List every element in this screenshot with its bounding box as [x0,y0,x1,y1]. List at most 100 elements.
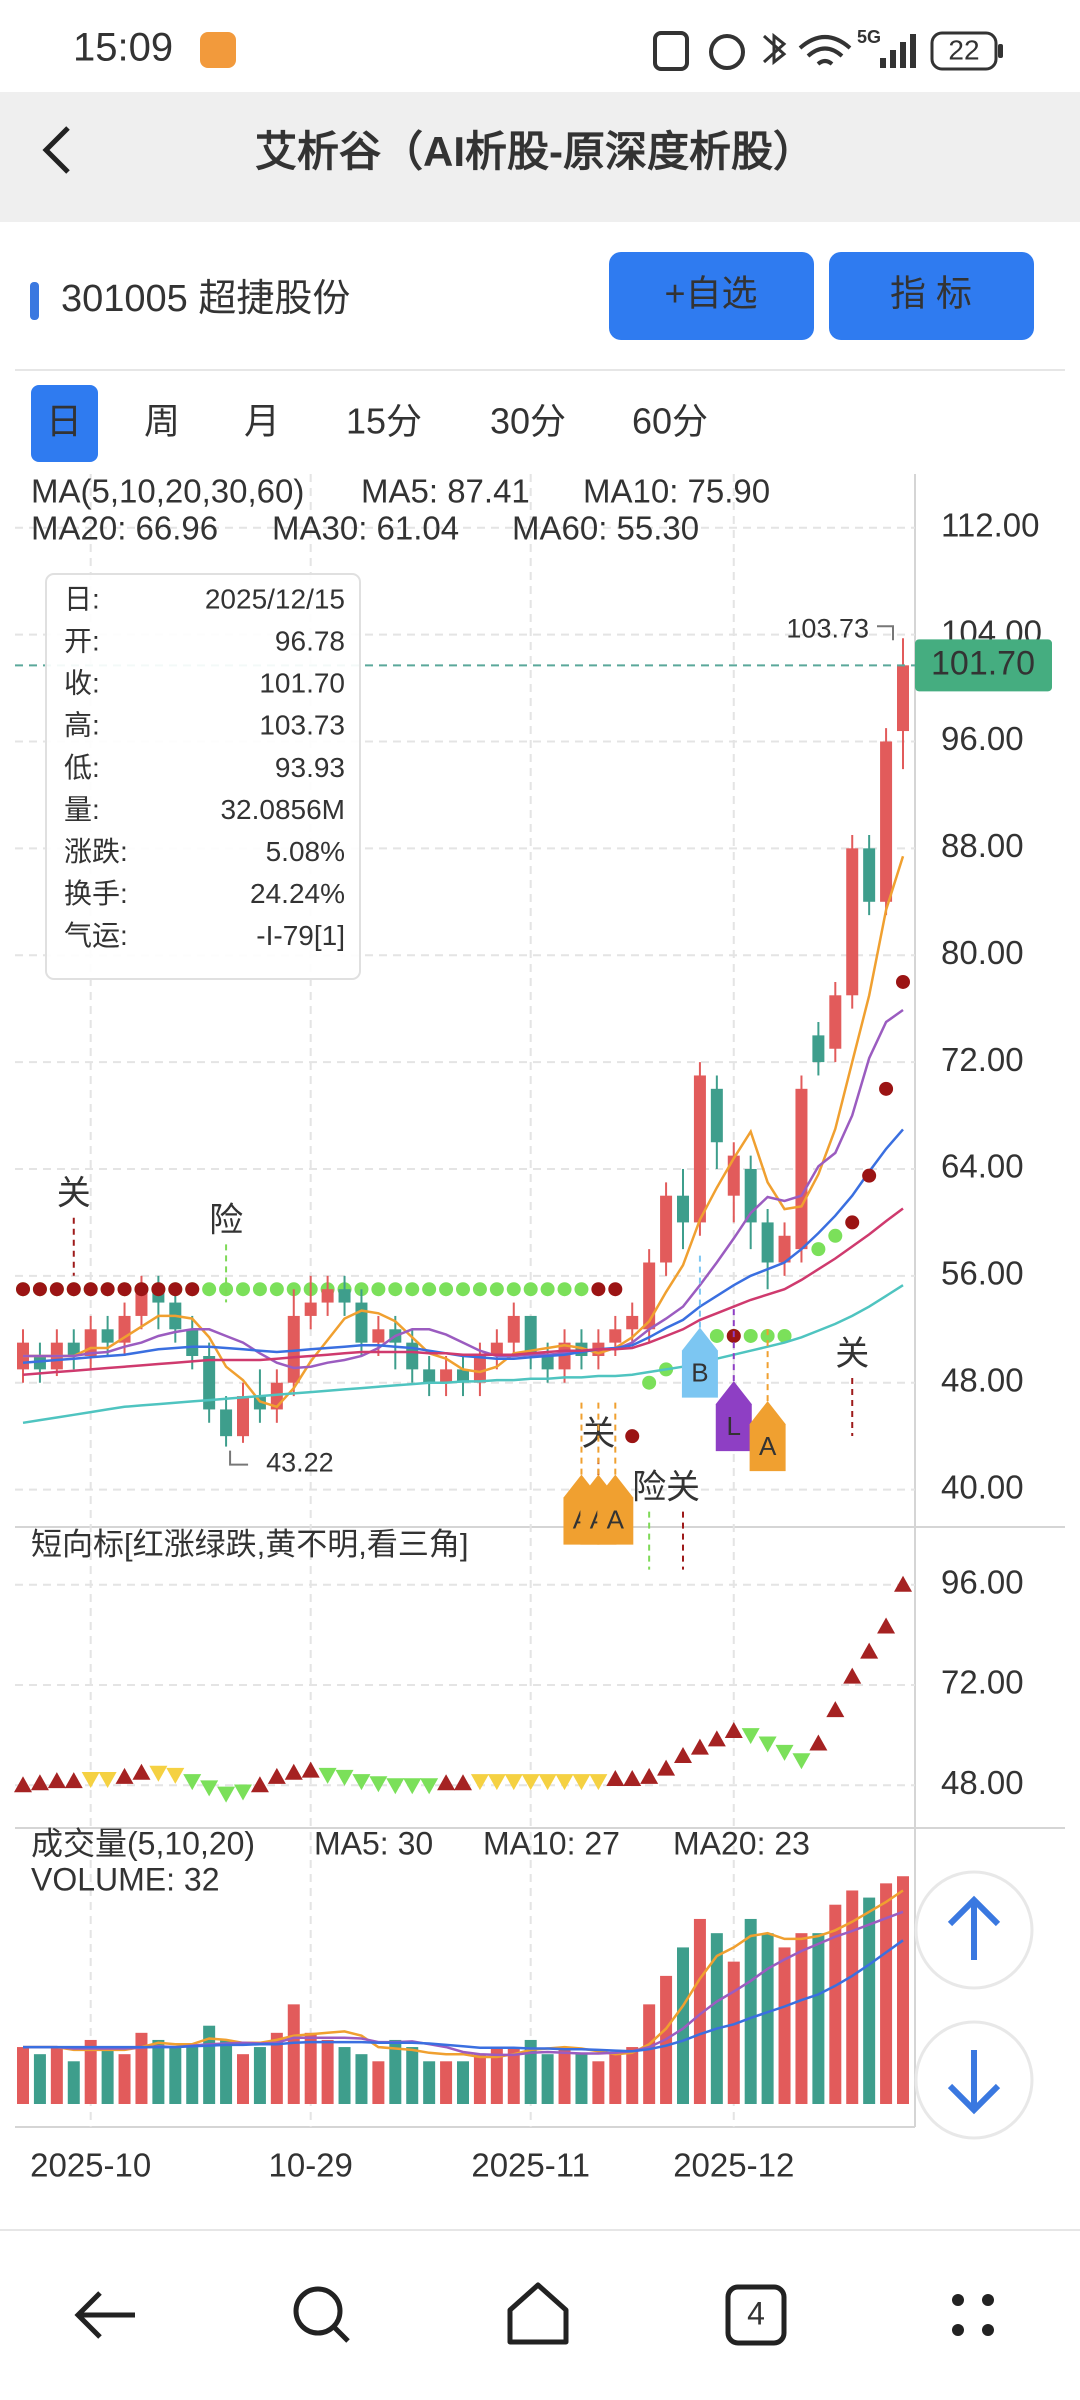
candle-body [507,1315,520,1343]
short-marker [826,1701,845,1718]
signal-dot [591,1282,606,1297]
candle-body [237,1396,249,1437]
short-marker [267,1767,286,1784]
back-button[interactable] [42,126,70,174]
tab[interactable]: 日 [46,401,82,442]
candle-body [558,1342,571,1370]
y-tick-label: 56.00 [941,1255,1024,1292]
short-marker [217,1786,236,1803]
candle-body [727,1155,740,1196]
signal-dot [49,1282,64,1297]
short-marker [606,1770,625,1787]
volume-bar [677,1947,689,2104]
tooltip-label: 量: [64,794,100,825]
tab[interactable]: 月 [244,401,280,442]
candle-body [626,1315,639,1330]
short-marker [335,1769,354,1786]
short-marker [877,1617,896,1634]
nav-search-handle[interactable] [332,2325,350,2343]
volume-bar [643,2004,656,2104]
volume-bar [541,2054,554,2104]
volume-bar [727,1961,740,2104]
volume-bar [287,2004,300,2104]
signal-dot [236,1282,250,1297]
short-marker [707,1730,726,1747]
volume-bar [33,2054,46,2104]
volume-ma-line [23,1939,904,2053]
y-tick-label: 72.00 [941,1041,1024,1078]
volume-bar [693,1918,706,2104]
short-marker [843,1667,862,1684]
legend-entry: MA5: 30 [314,1825,433,1861]
tooltip-label: 涨跌: [64,836,128,867]
short-marker [741,1728,760,1745]
candle-body [457,1369,469,1383]
short-marker [437,1774,456,1791]
volume-label: VOLUME: 32 [31,1861,220,1897]
short-marker [623,1770,642,1787]
candle-body [440,1369,453,1383]
tab[interactable]: 30分 [490,401,566,442]
indicator-label[interactable]: 指 标 [890,273,972,314]
volume-bar [17,2047,29,2104]
nav-back[interactable] [74,2291,135,2339]
tooltip-label: 气运: [64,920,128,951]
short-marker [420,1778,439,1795]
stock-name: 301005 超捷股份 [61,278,350,320]
candle-body [321,1289,334,1303]
volume-bar [135,2032,148,2104]
candle-body [710,1088,723,1143]
ma-line [22,1207,904,1376]
nav-tabs[interactable] [725,2284,787,2346]
scroll-up-icon[interactable] [947,1895,1001,1960]
watchlist-button[interactable] [609,252,814,340]
volume-bar [710,1933,723,2104]
short-marker [234,1784,252,1801]
candle-body [643,1262,656,1330]
short-marker [555,1774,574,1791]
short-marker [487,1774,506,1791]
signal-dot [828,1228,843,1243]
tab[interactable]: 15分 [346,401,422,442]
volume-bar [338,2047,351,2104]
tooltip-value: 2025/12/15 [205,583,345,614]
signal-badge [715,1381,752,1452]
tab[interactable]: 周 [144,401,180,442]
signal-dot [371,1282,386,1297]
short-marker [470,1774,489,1791]
volume-bar [592,2061,605,2104]
y-tick-label: 40.00 [941,1468,1024,1505]
y-tick-label: 48.00 [941,1764,1024,1801]
tab[interactable]: 60分 [632,401,708,442]
legend-entry: MA10: 75.90 [583,473,770,510]
signal-label: 关 [57,1175,91,1213]
tab-selected[interactable] [31,385,98,462]
nav-tab-count[interactable]: 4 [747,2295,765,2331]
alarm-icon [709,34,745,70]
watchlist-label[interactable]: +自选 [664,273,757,314]
y-tick-label: 88.00 [941,827,1024,864]
tooltip-label: 低: [64,752,100,783]
signal-dot [168,1282,183,1297]
y-tick-label: 112.00 [941,506,1039,543]
signal-dot [862,1168,877,1183]
legend-entry: MA5: 87.41 [361,473,530,510]
short-marker [352,1774,371,1791]
signal-dot [811,1242,826,1257]
volume-bar [423,2061,436,2104]
indicator-button[interactable] [829,252,1034,340]
nav-home[interactable] [507,2282,569,2345]
candle-body [609,1329,622,1343]
candle-body [660,1195,673,1263]
nav-menu[interactable] [952,2294,994,2336]
nav-search[interactable] [293,2286,343,2336]
scroll-down-icon[interactable] [947,2050,1001,2115]
x-tick-label: 2025-11 [471,2147,590,2184]
short-marker [149,1765,168,1782]
signal-dot [388,1282,403,1297]
signal-dot [506,1282,521,1297]
tooltip-value: 101.70 [259,668,345,699]
x-tick-label: 2025-12 [673,2147,794,2184]
legend-entry: MA30: 61.04 [272,510,459,547]
